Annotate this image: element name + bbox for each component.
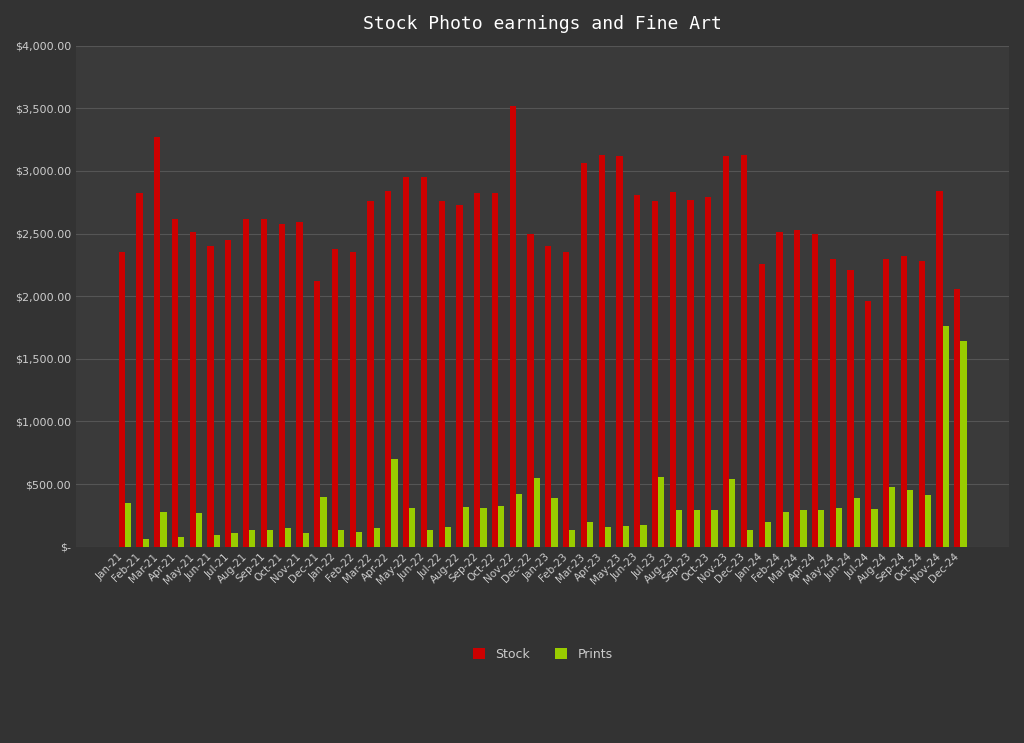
Bar	[759, 264, 765, 547]
Bar	[919, 261, 925, 547]
Bar	[480, 507, 486, 547]
Bar	[623, 526, 629, 547]
Bar	[161, 512, 167, 547]
Bar	[599, 155, 605, 547]
Bar	[438, 201, 444, 547]
Bar	[943, 326, 949, 547]
Bar	[349, 253, 356, 547]
Bar	[782, 512, 788, 547]
Bar	[552, 498, 558, 547]
Bar	[279, 224, 285, 547]
Bar	[178, 536, 184, 547]
Bar	[296, 222, 302, 547]
Bar	[172, 218, 178, 547]
Bar	[510, 106, 516, 547]
Bar	[883, 259, 889, 547]
Bar	[634, 195, 640, 547]
Bar	[463, 507, 469, 547]
Bar	[829, 259, 836, 547]
Bar	[457, 205, 463, 547]
Bar	[640, 525, 646, 547]
Bar	[765, 522, 771, 547]
Bar	[748, 531, 754, 547]
Bar	[196, 513, 202, 547]
Bar	[616, 156, 623, 547]
Bar	[865, 301, 871, 547]
Bar	[332, 249, 338, 547]
Bar	[587, 522, 593, 547]
Bar	[444, 528, 451, 547]
Bar	[208, 246, 214, 547]
Bar	[261, 218, 267, 547]
Bar	[801, 510, 807, 547]
Bar	[214, 536, 220, 547]
Bar	[687, 200, 693, 547]
Bar	[314, 281, 321, 547]
Bar	[267, 531, 273, 547]
Bar	[189, 233, 196, 547]
Bar	[776, 233, 782, 547]
Bar	[569, 531, 575, 547]
Bar	[516, 494, 522, 547]
Title: Stock Photo earnings and Fine Art: Stock Photo earnings and Fine Art	[364, 15, 722, 33]
Bar	[249, 531, 255, 547]
Bar	[670, 192, 676, 547]
Bar	[545, 246, 552, 547]
Bar	[706, 197, 712, 547]
Bar	[534, 478, 540, 547]
Bar	[154, 137, 161, 547]
Bar	[795, 230, 801, 547]
Bar	[403, 177, 410, 547]
Bar	[907, 490, 913, 547]
Bar	[302, 533, 309, 547]
Bar	[243, 218, 249, 547]
Legend: Stock, Prints: Stock, Prints	[468, 643, 617, 666]
Bar	[848, 270, 854, 547]
Bar	[936, 191, 943, 547]
Bar	[658, 476, 665, 547]
Bar	[961, 341, 967, 547]
Bar	[285, 528, 291, 547]
Bar	[338, 531, 344, 547]
Bar	[125, 503, 131, 547]
Bar	[136, 193, 142, 547]
Bar	[693, 510, 699, 547]
Bar	[676, 510, 682, 547]
Bar	[498, 506, 505, 547]
Bar	[142, 539, 148, 547]
Bar	[231, 533, 238, 547]
Bar	[871, 509, 878, 547]
Bar	[954, 288, 961, 547]
Bar	[889, 487, 895, 547]
Bar	[225, 240, 231, 547]
Bar	[605, 528, 611, 547]
Bar	[527, 233, 534, 547]
Bar	[356, 532, 362, 547]
Bar	[712, 510, 718, 547]
Bar	[812, 233, 818, 547]
Bar	[723, 156, 729, 547]
Bar	[740, 155, 748, 547]
Bar	[492, 193, 498, 547]
Bar	[901, 256, 907, 547]
Bar	[391, 459, 397, 547]
Bar	[563, 253, 569, 547]
Bar	[321, 496, 327, 547]
Bar	[427, 531, 433, 547]
Bar	[474, 193, 480, 547]
Bar	[854, 498, 860, 547]
Bar	[119, 253, 125, 547]
Bar	[374, 528, 380, 547]
Bar	[652, 201, 658, 547]
Bar	[368, 201, 374, 547]
Bar	[410, 507, 416, 547]
Bar	[581, 163, 587, 547]
Bar	[818, 510, 824, 547]
Bar	[421, 177, 427, 547]
Bar	[729, 479, 735, 547]
Bar	[925, 496, 931, 547]
Bar	[385, 191, 391, 547]
Bar	[836, 507, 842, 547]
